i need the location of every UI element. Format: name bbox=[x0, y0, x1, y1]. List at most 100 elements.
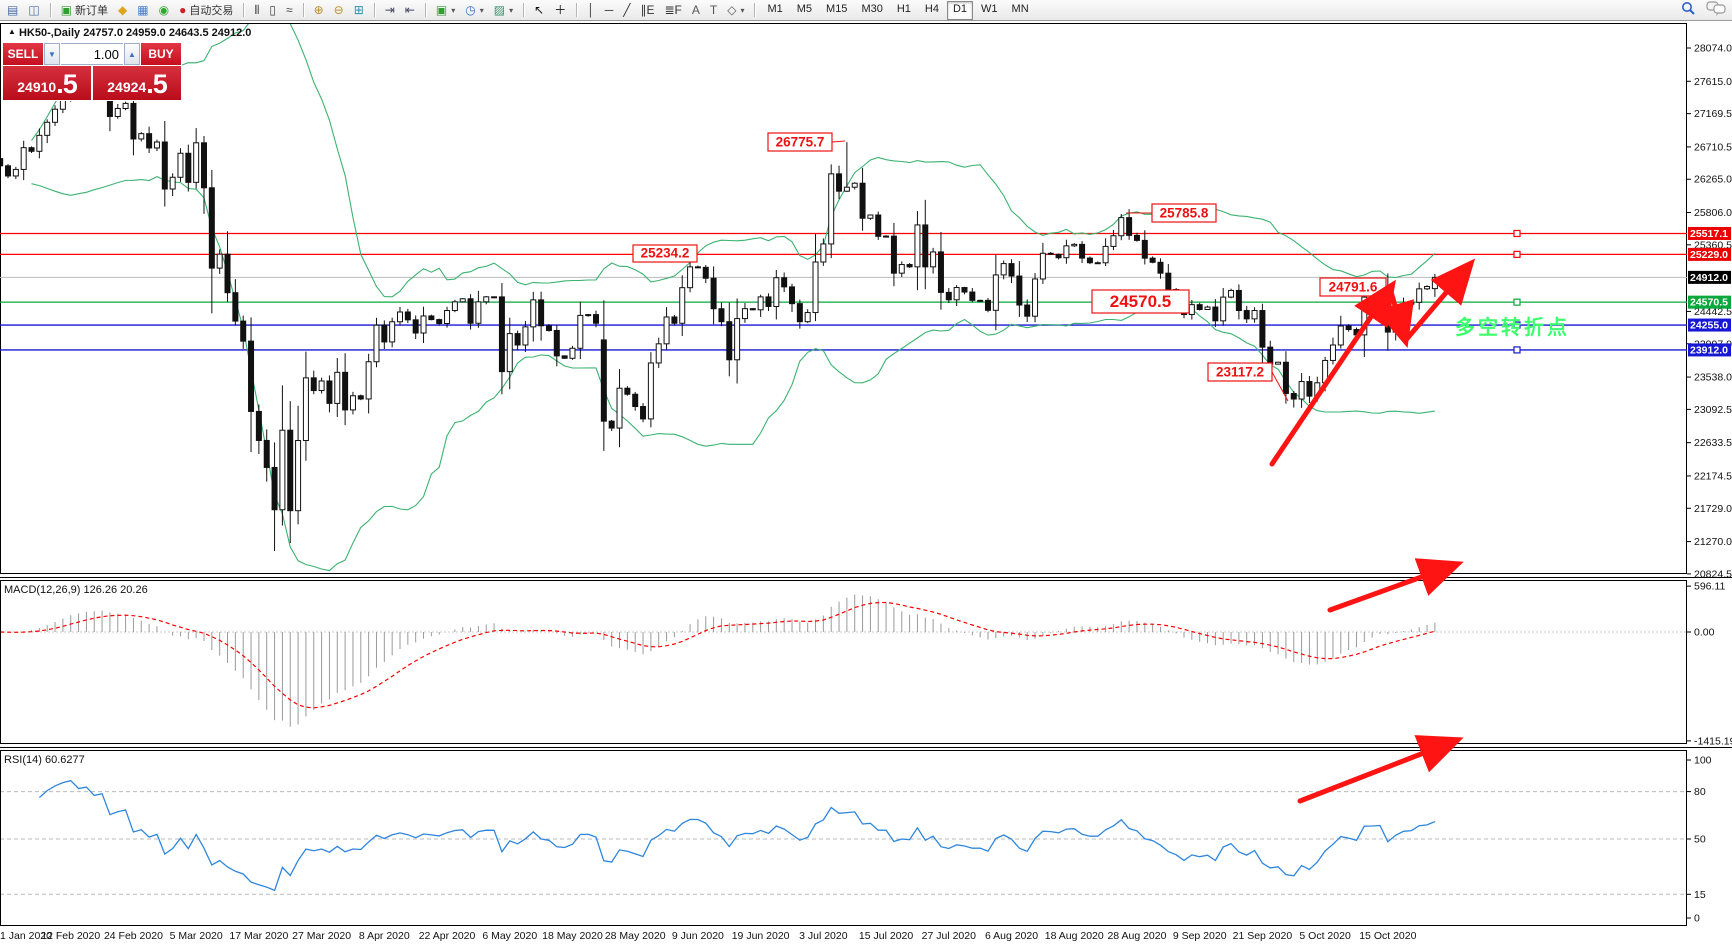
price-badge-text: 24255.0 bbox=[1690, 320, 1728, 332]
line-handle[interactable] bbox=[1513, 321, 1521, 329]
vertical-line-icon: │ bbox=[587, 3, 595, 17]
timeframe-mn-button[interactable]: MN bbox=[1011, 2, 1029, 15]
date-label: 6 Aug 2020 bbox=[985, 930, 1038, 942]
market-watch-icon[interactable]: ◫ bbox=[23, 0, 44, 20]
signals-icon: ◉ bbox=[158, 3, 170, 17]
axis-tick-label: 23538.0 bbox=[1694, 372, 1732, 384]
dropdown-caret-icon: ▾ bbox=[740, 5, 745, 15]
fibonacci-icon[interactable]: ≣F bbox=[659, 0, 686, 20]
timeframe-h1-button[interactable]: H1 bbox=[896, 2, 911, 15]
periods-icon[interactable]: ◷ ▾ bbox=[460, 0, 489, 20]
axis-tick-label: 26710.5 bbox=[1694, 141, 1732, 153]
shapes-icon[interactable]: ◇ ▾ bbox=[722, 0, 749, 20]
volume-up-button[interactable]: ▲ bbox=[124, 43, 140, 65]
chat-icon[interactable] bbox=[1706, 1, 1726, 19]
text-icon[interactable]: A bbox=[687, 0, 705, 20]
sell-button[interactable]: SELL bbox=[3, 43, 43, 65]
cn-annotation-text[interactable]: 多空转折点 bbox=[1455, 315, 1570, 339]
cursor-icon: ↖ bbox=[534, 3, 545, 17]
axis-tick-label: 25806.0 bbox=[1694, 207, 1732, 219]
cursor-icon[interactable]: ↖ bbox=[529, 0, 549, 20]
vertical-line-icon[interactable]: │ bbox=[582, 0, 600, 20]
volume-down-button[interactable]: ▼ bbox=[44, 43, 60, 65]
trend-arrow-rsi[interactable] bbox=[1297, 735, 1464, 804]
price-badge bbox=[1688, 343, 1731, 357]
timeframe-d1-button[interactable]: D1 bbox=[946, 0, 974, 20]
date-label: 5 Mar 2020 bbox=[170, 930, 223, 942]
trendline-icon: ╱ bbox=[623, 3, 631, 17]
ohlc-readout: 24757.0 24959.0 24643.5 24912.0 bbox=[83, 27, 252, 39]
timeframe-m15-button[interactable]: M15 bbox=[826, 2, 848, 15]
callout-box[interactable] bbox=[1091, 289, 1190, 314]
bar-chart-icon[interactable]: ⫴ bbox=[249, 0, 264, 20]
line-handle[interactable] bbox=[1513, 229, 1521, 238]
trend-arrow-macd[interactable] bbox=[1327, 558, 1464, 613]
callout-text: 25785.8 bbox=[1160, 206, 1209, 221]
timeframe-m1-button[interactable]: M1 bbox=[767, 2, 783, 15]
line-chart-icon[interactable]: ≈ bbox=[281, 0, 298, 20]
line-chart-icon: ≈ bbox=[286, 3, 293, 17]
chart-window-icon[interactable]: ▤ bbox=[2, 0, 23, 20]
channel-icon[interactable]: ∥E bbox=[635, 0, 659, 20]
mql-community-icon[interactable]: ◆ bbox=[113, 0, 132, 20]
signals-icon[interactable]: ◉ bbox=[154, 0, 174, 20]
templates-icon[interactable]: ▨ ▾ bbox=[489, 0, 518, 20]
date-label: 18 Aug 2020 bbox=[1045, 930, 1104, 942]
timeframe-m30-button[interactable]: M30 bbox=[861, 2, 883, 15]
macd-indicator bbox=[1, 594, 1686, 727]
zoom-in-icon[interactable]: ⊕ bbox=[309, 0, 329, 20]
callout-box[interactable] bbox=[1151, 203, 1217, 223]
crosshair-icon[interactable]: ＋ bbox=[549, 0, 571, 20]
line-handle[interactable] bbox=[1513, 250, 1521, 258]
buy-button[interactable]: BUY bbox=[141, 43, 181, 65]
label-icon: T bbox=[709, 3, 718, 17]
toolbar-separator bbox=[373, 3, 375, 17]
buy-price-box[interactable]: 24924 .5 bbox=[93, 66, 181, 100]
price-badge bbox=[1688, 226, 1731, 240]
trend-arrows-main[interactable] bbox=[1269, 258, 1476, 467]
timeframe-h4-button[interactable]: H4 bbox=[924, 2, 939, 15]
line-handle[interactable] bbox=[1513, 346, 1521, 354]
price-badge-text: 24912.0 bbox=[1690, 272, 1728, 284]
buy-price-main: 24924 bbox=[107, 79, 147, 95]
date-label: 12 Feb 2020 bbox=[41, 930, 100, 942]
one-click-trading-panel: SELL ▼ 1.00 ▲ BUY 24910 .5 24924 .5 bbox=[2, 42, 182, 101]
callout-box[interactable] bbox=[632, 244, 698, 263]
toolbar-separator bbox=[424, 3, 426, 17]
trendline-icon[interactable]: ╱ bbox=[618, 0, 635, 20]
callout-box[interactable] bbox=[767, 132, 833, 152]
callout-text: 23117.2 bbox=[1216, 365, 1264, 380]
rsi-indicator bbox=[1, 779, 1686, 895]
line-handle[interactable] bbox=[1513, 298, 1521, 306]
timeframe-m5-button[interactable]: M5 bbox=[796, 2, 813, 15]
timeframe-w1-button[interactable]: W1 bbox=[981, 2, 998, 15]
price-badge-text: 25517.1 bbox=[1690, 228, 1728, 240]
svg-text:596.11: 596.11 bbox=[1694, 581, 1725, 593]
callout-text: 24791.6 bbox=[1329, 280, 1378, 295]
svg-text:50: 50 bbox=[1694, 834, 1706, 846]
auto-trading-button: ● bbox=[179, 3, 187, 17]
sell-price-main: 24910 bbox=[17, 79, 57, 95]
add-indicator-icon[interactable]: ▣ ▾ bbox=[431, 0, 460, 20]
new-order-button[interactable]: ▣ 新订单 bbox=[56, 0, 113, 20]
date-label: 8 Apr 2020 bbox=[359, 930, 410, 942]
label-icon[interactable]: T bbox=[705, 0, 722, 20]
terminal-icon[interactable]: ▦ bbox=[132, 0, 153, 20]
candlestick-chart-icon[interactable]: ▯ bbox=[264, 0, 281, 20]
auto-trading-button[interactable]: ● 自动交易 bbox=[174, 0, 238, 20]
chart-shift-icon[interactable]: ⇤ bbox=[400, 0, 420, 20]
svg-text:0.00: 0.00 bbox=[1694, 627, 1715, 639]
zoom-in-icon: ⊕ bbox=[313, 3, 324, 17]
tile-windows-icon[interactable]: ⊞ bbox=[349, 0, 369, 20]
auto-scroll-icon[interactable]: ⇥ bbox=[380, 0, 400, 20]
sell-price-frac: .5 bbox=[56, 69, 78, 99]
sell-price-box[interactable]: 24910 .5 bbox=[3, 66, 91, 100]
mql-community-icon: ◆ bbox=[118, 3, 128, 17]
templates-icon: ▨ bbox=[493, 3, 506, 17]
volume-input[interactable]: 1.00 bbox=[61, 43, 123, 65]
horizontal-line-icon[interactable]: ─ bbox=[600, 0, 619, 20]
zoom-out-icon[interactable]: ⊖ bbox=[329, 0, 349, 20]
callout-box[interactable] bbox=[1207, 362, 1273, 382]
search-icon[interactable] bbox=[1680, 1, 1696, 19]
